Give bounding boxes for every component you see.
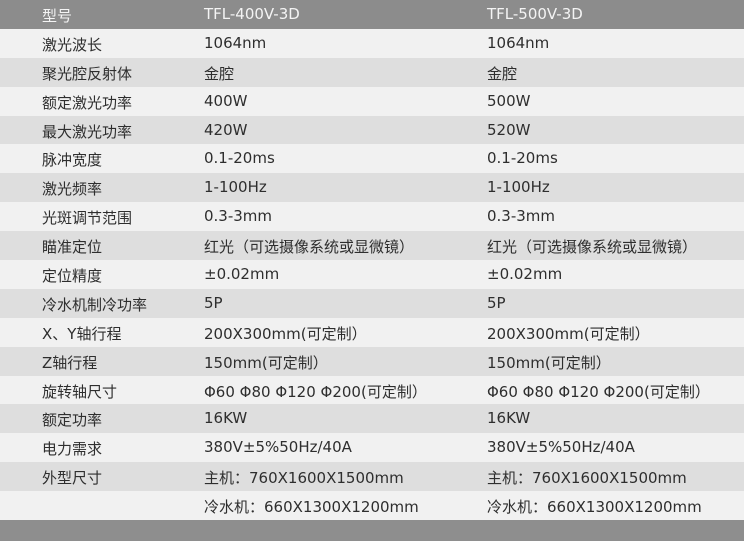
model-b-value: 金腔 (487, 64, 518, 83)
table-row: 聚光腔反射体 金腔 金腔 (0, 57, 744, 87)
model-b-value: 0.1-20ms (487, 149, 558, 168)
model-b-value: 150mm(可定制） (487, 353, 611, 372)
model-a-value: 1064nm (204, 33, 267, 52)
header-model-a: TFL-400V-3D (204, 5, 300, 23)
model-b-value: 500W (487, 91, 531, 110)
model-a-value: ±0.02mm (204, 265, 280, 284)
table-row: Z轴行程 150mm(可定制） 150mm(可定制） (0, 346, 744, 376)
model-b-value: 0.3-3mm (487, 207, 556, 226)
model-a-value: 0.1-20ms (204, 149, 275, 168)
header-label: 型号 (42, 7, 73, 25)
model-b-value: 380V±5%50Hz/40A (487, 438, 635, 457)
spec-label: Z轴行程 (42, 353, 98, 372)
spec-label: 外型尺寸 (42, 469, 103, 488)
table-row: 额定功率 16KW 16KW (0, 404, 744, 434)
spec-label: 脉冲宽度 (42, 151, 103, 170)
table-row: 脉冲宽度 0.1-20ms 0.1-20ms (0, 144, 744, 174)
spec-label: 定位精度 (42, 267, 103, 286)
spec-label: 聚光腔反射体 (42, 64, 133, 83)
model-b-value: 冷水机：660X1300X1200mm (487, 498, 702, 517)
table-row: 激光频率 1-100Hz 1-100Hz (0, 173, 744, 203)
spec-label: 电力需求 (42, 440, 103, 459)
model-a-value: 冷水机：660X1300X1200mm (204, 498, 419, 517)
model-a-value: 红光（可选摄像系统或显微镜） (204, 238, 415, 257)
model-a-value: Φ60 Φ80 Φ120 Φ200(可定制） (204, 382, 427, 401)
table-row: 激光波长 1064nm 1064nm (0, 28, 744, 58)
spec-label: 额定功率 (42, 411, 103, 430)
model-a-value: 150mm(可定制） (204, 353, 328, 372)
table-row: 电力需求 380V±5%50Hz/40A 380V±5%50Hz/40A (0, 433, 744, 463)
model-b-value: 16KW (487, 409, 531, 428)
model-b-value: 1064nm (487, 33, 550, 52)
model-b-value: 5P (487, 293, 506, 312)
spec-label: 激光波长 (42, 35, 103, 54)
model-b-value: ±0.02mm (487, 265, 563, 284)
table-footer (0, 520, 744, 541)
spec-label: 冷水机制冷功率 (42, 295, 148, 314)
model-b-value: 主机：760X1600X1500mm (487, 469, 687, 488)
model-b-value: 1-100Hz (487, 178, 550, 197)
header-model-b: TFL-500V-3D (487, 5, 583, 23)
table-header: 型号 TFL-400V-3D TFL-500V-3D (0, 0, 744, 29)
model-a-value: 1-100Hz (204, 178, 267, 197)
model-a-value: 主机：760X1600X1500mm (204, 469, 404, 488)
model-a-value: 5P (204, 293, 223, 312)
model-a-value: 16KW (204, 409, 248, 428)
spec-label: 光斑调节范围 (42, 209, 133, 228)
table-row: 光斑调节范围 0.3-3mm 0.3-3mm (0, 202, 744, 232)
table-row: 定位精度 ±0.02mm ±0.02mm (0, 260, 744, 289)
model-a-value: 420W (204, 120, 248, 139)
model-a-value: 0.3-3mm (204, 207, 273, 226)
table-row: 外型尺寸 主机：760X1600X1500mm 主机：760X1600X1500mm (0, 462, 744, 492)
spec-label: 激光频率 (42, 180, 103, 199)
model-b-value: Φ60 Φ80 Φ120 Φ200(可定制） (487, 382, 710, 401)
table-row: 最大激光功率 420W 520W (0, 115, 744, 145)
table-row: 额定激光功率 400W 500W (0, 86, 744, 116)
spec-label: 旋转轴尺寸 (42, 382, 118, 401)
model-a-value: 金腔 (204, 64, 235, 83)
model-b-value: 520W (487, 120, 531, 139)
table-row: 瞄准定位 红光（可选摄像系统或显微镜） 红光（可选摄像系统或显微镜） (0, 231, 744, 261)
spec-label: 最大激光功率 (42, 122, 133, 141)
table-row: 旋转轴尺寸 Φ60 Φ80 Φ120 Φ200(可定制） Φ60 Φ80 Φ120 … (0, 375, 744, 405)
model-b-value: 200X300mm(可定制） (487, 324, 650, 343)
spec-label: 瞄准定位 (42, 238, 103, 257)
table-row: 冷水机制冷功率 5P 5P (0, 288, 744, 318)
table-row: 冷水机：660X1300X1200mm 冷水机：660X1300X1200mm (0, 491, 744, 521)
model-a-value: 400W (204, 91, 248, 110)
model-a-value: 200X300mm(可定制） (204, 324, 367, 343)
spec-label: X、Y轴行程 (42, 324, 122, 343)
model-b-value: 红光（可选摄像系统或显微镜） (487, 238, 698, 257)
table-row: X、Y轴行程 200X300mm(可定制） 200X300mm(可定制） (0, 317, 744, 347)
model-a-value: 380V±5%50Hz/40A (204, 438, 352, 457)
spec-label: 额定激光功率 (42, 93, 133, 112)
